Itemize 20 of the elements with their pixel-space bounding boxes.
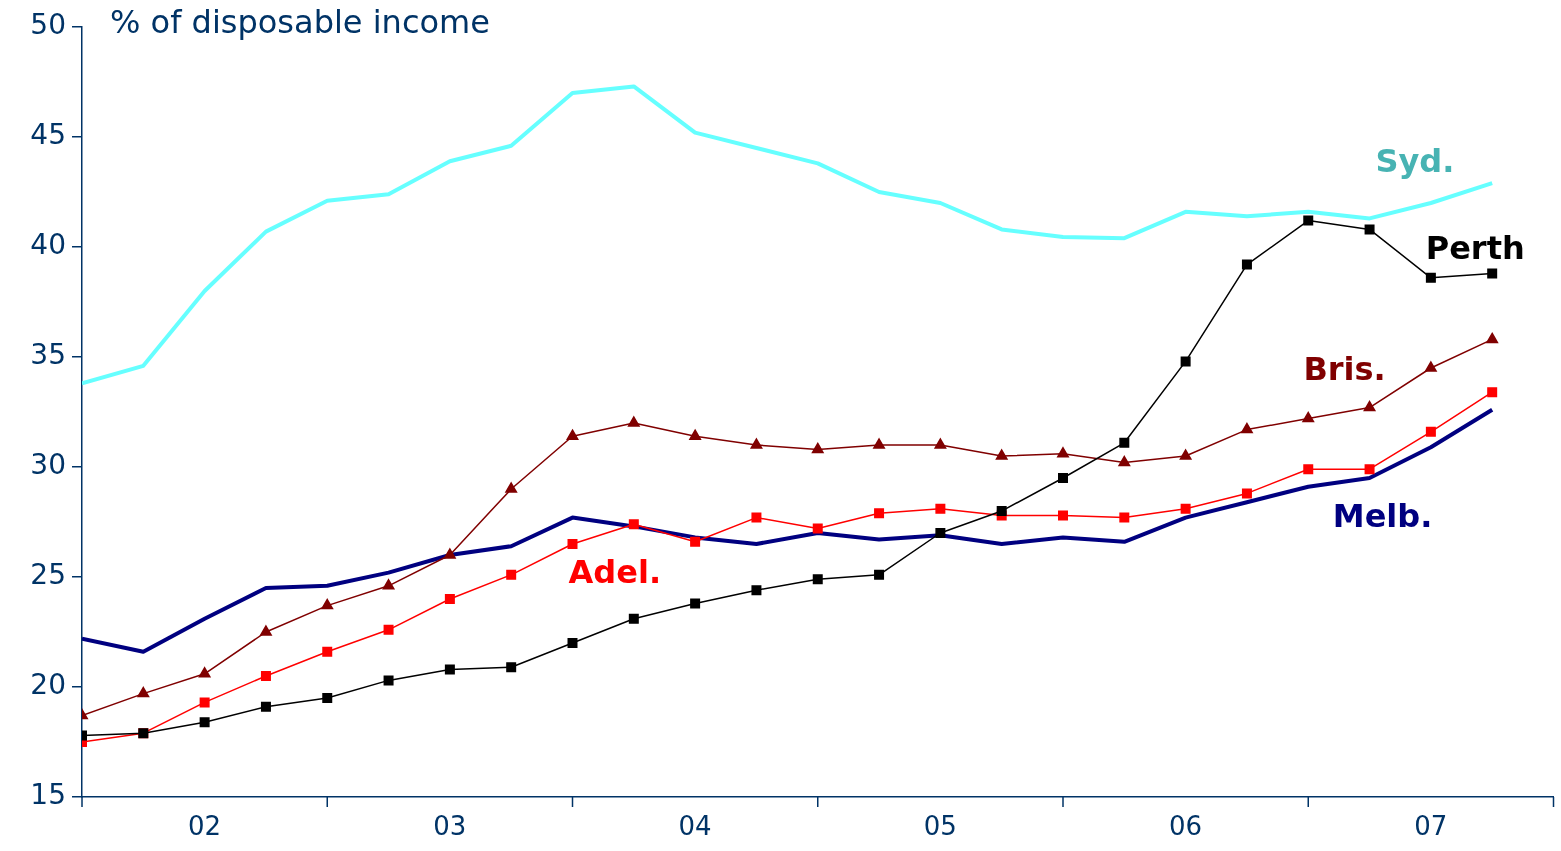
y-tick-label: 35 — [30, 338, 66, 372]
y-axis-title: % of disposable income — [110, 3, 490, 42]
series-label: Bris. — [1303, 349, 1386, 388]
y-tick-label: 15 — [30, 778, 66, 812]
x-tick-label: 05 — [923, 811, 957, 842]
x-tick-label: 03 — [433, 811, 467, 842]
y-tick-label: 50 — [30, 8, 66, 42]
y-tick-label: 30 — [30, 448, 66, 482]
series-label: Melb. — [1332, 497, 1433, 536]
x-tick-label: 07 — [1414, 811, 1448, 842]
y-tick-label: 45 — [30, 118, 66, 152]
series-label: Adel. — [568, 552, 662, 591]
x-tick-label: 02 — [188, 811, 222, 842]
y-tick-label: 20 — [30, 668, 66, 702]
series-label: Syd. — [1375, 142, 1455, 181]
series-label: Perth — [1425, 228, 1525, 267]
y-tick-label: 25 — [30, 558, 66, 592]
x-tick-label: 06 — [1169, 811, 1203, 842]
x-tick-label: 04 — [678, 811, 712, 842]
y-tick-label: 40 — [30, 228, 66, 262]
